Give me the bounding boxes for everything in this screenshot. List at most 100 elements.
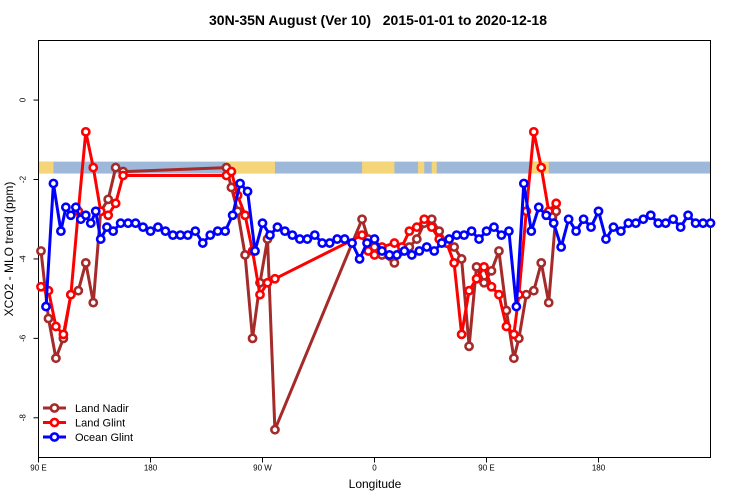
data-point [317, 238, 328, 248]
data-point [242, 186, 253, 197]
data-point [118, 170, 129, 181]
x-tick-label: 0 [372, 464, 377, 473]
data-point [110, 198, 121, 209]
data-point [255, 289, 265, 300]
data-point [302, 234, 313, 244]
data-point [197, 238, 208, 248]
data-point [411, 234, 422, 244]
data-point [645, 210, 656, 221]
data-point [384, 250, 395, 260]
data-point [226, 166, 237, 177]
data-point [528, 126, 539, 137]
series-ocean-glint [41, 178, 716, 312]
data-point [43, 313, 54, 324]
data-point [705, 218, 716, 229]
data-point [391, 250, 402, 260]
data-point [578, 214, 589, 225]
data-point [474, 234, 484, 244]
data-point [279, 226, 290, 237]
data-point [357, 230, 367, 240]
data-point [58, 329, 69, 340]
data-point [130, 218, 141, 229]
data-point [511, 301, 522, 312]
data-point [294, 234, 305, 244]
data-point [153, 222, 163, 233]
data-point [103, 210, 114, 221]
data-point [466, 226, 477, 237]
data-point [103, 194, 114, 205]
data-point [419, 214, 430, 225]
data-point [414, 246, 425, 256]
data-point [73, 285, 84, 296]
data-point [436, 238, 447, 248]
data-point [250, 246, 260, 256]
data-point [138, 222, 148, 233]
data-point [456, 329, 467, 340]
data-point [227, 210, 238, 221]
legend-label: Land Glint [75, 418, 125, 430]
data-point [660, 218, 671, 229]
data-point [528, 285, 539, 296]
data-point [429, 246, 440, 256]
data-point [80, 210, 91, 221]
data-point [270, 273, 280, 284]
data-point [508, 353, 519, 364]
data-point [123, 218, 134, 229]
legend-marker [49, 432, 60, 442]
data-point [426, 222, 437, 233]
data-point [494, 246, 504, 256]
data-point [389, 238, 400, 248]
data-point [486, 265, 497, 276]
data-point [377, 246, 387, 256]
land-span [362, 161, 395, 174]
data-point [543, 297, 554, 308]
data-point [638, 214, 649, 225]
data-point [496, 230, 507, 240]
data-point [668, 214, 679, 225]
data-point [357, 214, 367, 225]
data-point [70, 202, 81, 213]
data-point [479, 261, 489, 272]
data-point [563, 214, 574, 225]
data-point [571, 226, 581, 237]
data-point [486, 281, 497, 292]
data-point [503, 226, 514, 237]
legend: Land Nadir Land Glint Ocean Glint [43, 403, 133, 444]
data-point [88, 297, 99, 308]
data-point [220, 226, 231, 237]
legend-label: Ocean Glint [75, 432, 133, 444]
data-point [369, 250, 380, 260]
data-point [548, 218, 559, 229]
data-point [240, 250, 250, 260]
data-point [167, 230, 178, 240]
data-point [508, 329, 519, 340]
data-point [145, 226, 156, 237]
data-point [459, 230, 469, 240]
data-point [36, 246, 46, 256]
data-point [347, 238, 357, 248]
data-point [586, 222, 596, 233]
data-point [257, 218, 268, 229]
data-point [247, 333, 258, 344]
data-point [36, 281, 46, 292]
data-point [235, 178, 245, 189]
x-tick-label: 90 E [30, 464, 46, 473]
data-point [80, 257, 91, 268]
data-point [51, 353, 61, 364]
legend-marker [49, 417, 60, 428]
data-point [521, 289, 532, 300]
data-point [421, 242, 432, 252]
data-point [95, 234, 106, 244]
x-tick-label: 90 E [478, 464, 494, 473]
legend-marker [49, 403, 60, 413]
data-point [536, 257, 547, 268]
data-point [683, 210, 693, 221]
x-tick-label: 90 W [253, 464, 272, 473]
data-point [85, 218, 96, 229]
data-point [593, 206, 604, 217]
data-point [265, 230, 275, 240]
y-tick-label: -4 [19, 255, 28, 263]
data-point [56, 226, 66, 237]
data-point [48, 178, 59, 189]
